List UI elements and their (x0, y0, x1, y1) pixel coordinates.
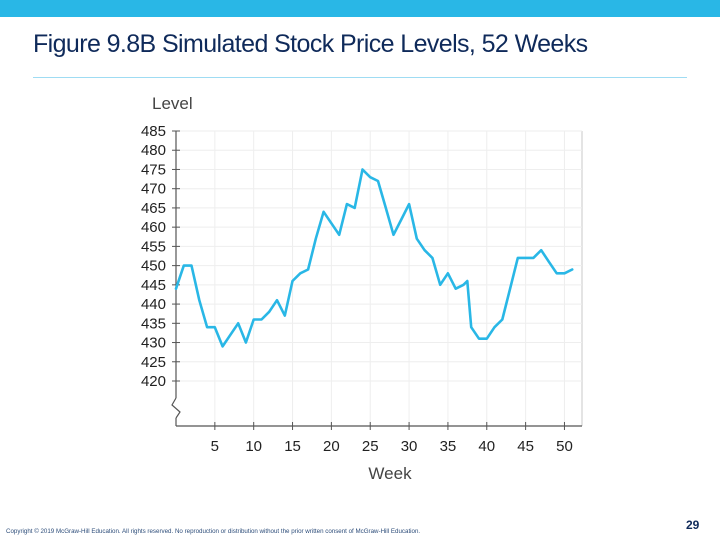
x-axis-title: Week (368, 464, 412, 483)
y-tick-label: 445 (141, 277, 166, 294)
copyright-footer: Copyright © 2019 McGraw-Hill Education. … (6, 528, 421, 535)
page-number: 29 (686, 518, 700, 532)
chart-series (174, 168, 574, 348)
y-tick-label: 420 (141, 373, 166, 390)
x-tick-label: 20 (323, 438, 340, 455)
x-tick-label: 45 (517, 438, 534, 455)
x-tick-label: 10 (245, 438, 262, 455)
x-tick-label: 25 (362, 438, 379, 455)
top-accent-bar (0, 0, 720, 17)
y-tick-label: 460 (141, 219, 166, 236)
slide-title: Figure 9.8B Simulated Stock Price Levels… (33, 30, 588, 58)
y-axis-title: Level (152, 94, 193, 113)
y-tick-label: 450 (141, 258, 166, 275)
title-divider (33, 77, 687, 78)
chart-axes: 4204254304354404454504554604654704754804… (141, 123, 582, 455)
y-tick-label: 430 (141, 335, 166, 352)
series-line-stock-level (174, 168, 574, 348)
y-tick-label: 470 (141, 181, 166, 198)
chart-grid (176, 130, 583, 426)
y-tick-label: 455 (141, 238, 166, 255)
x-tick-label: 40 (478, 438, 495, 455)
y-tick-label: 465 (141, 200, 166, 217)
x-tick-label: 35 (440, 438, 457, 455)
y-tick-label: 475 (141, 161, 166, 178)
x-tick-label: 30 (401, 438, 418, 455)
x-tick-label: 50 (556, 438, 573, 455)
y-axis-break-symbol (171, 397, 181, 419)
y-tick-label: 480 (141, 142, 166, 159)
x-tick-label: 15 (284, 438, 301, 455)
y-tick-label: 440 (141, 296, 166, 313)
y-tick-label: 485 (141, 123, 166, 140)
y-tick-label: 435 (141, 315, 166, 332)
y-tick-label: 425 (141, 354, 166, 371)
x-tick-label: 5 (211, 438, 219, 455)
